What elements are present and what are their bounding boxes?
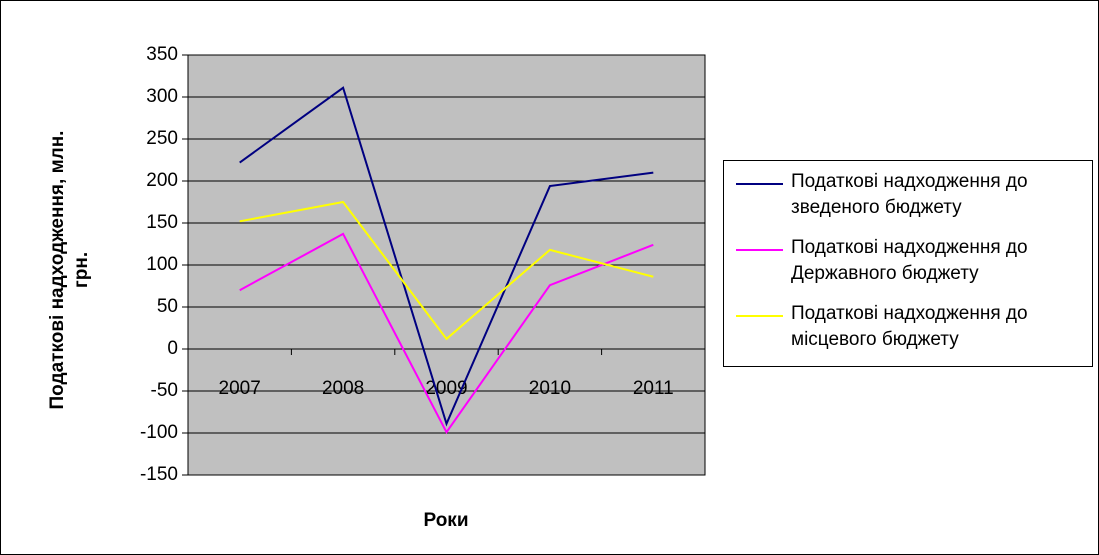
series-line xyxy=(239,232,654,435)
legend-entry: Податкові надходження до місцевого бюдже… xyxy=(724,301,1092,361)
x-tick-label: 2010 xyxy=(529,378,571,399)
legend: Податкові надходження до зведеного бюдже… xyxy=(723,160,1093,367)
legend-label: Податкові надходження до Державного бюдж… xyxy=(791,237,1028,284)
x-axis-title: Роки xyxy=(424,510,469,531)
series-line xyxy=(239,86,654,427)
y-tick-label: 200 xyxy=(146,170,178,191)
legend-label: Податкові надходження до зведеного бюдже… xyxy=(791,171,1028,218)
x-tick-label: 2011 xyxy=(633,378,674,399)
legend-label: Податкові надходження до місцевого бюдже… xyxy=(791,303,1028,350)
y-tick-label: -100 xyxy=(140,422,178,443)
legend-swatch xyxy=(736,249,783,251)
series-line xyxy=(239,200,654,341)
y-tick-label: -150 xyxy=(140,464,178,485)
x-tick-label: 2009 xyxy=(425,378,467,399)
y-tick-label: -50 xyxy=(151,380,178,401)
y-tick-label: 50 xyxy=(157,296,178,317)
y-tick-label: 0 xyxy=(167,338,178,359)
y-axis-title: Податкові надходження, млн. грн. xyxy=(47,130,92,410)
x-tick-label: 2007 xyxy=(219,378,261,399)
x-tick-label: 2008 xyxy=(322,378,364,399)
legend-entry: Податкові надходження до зведеного бюдже… xyxy=(724,169,1092,229)
y-tick-label: 250 xyxy=(146,128,178,149)
y-tick-label: 350 xyxy=(146,44,178,65)
legend-entry: Податкові надходження до Державного бюдж… xyxy=(724,235,1092,295)
y-tick-label: 100 xyxy=(146,254,178,275)
y-tick-label: 150 xyxy=(146,212,178,233)
y-tick-label: 300 xyxy=(146,86,178,107)
legend-swatch xyxy=(736,183,783,185)
legend-swatch xyxy=(736,315,783,317)
